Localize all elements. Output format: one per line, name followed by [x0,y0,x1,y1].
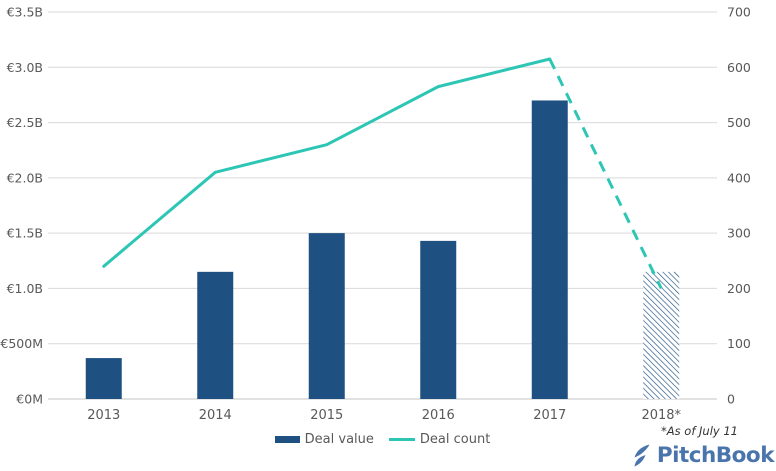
chart-legend: Deal value Deal count [48,433,717,446]
bar-2016 [420,240,457,399]
footnote-as-of-date: *As of July 11 [661,424,738,438]
y-axis-tick-left: €1.0B [7,281,43,296]
y-axis-tick-left: €1.5B [7,226,43,241]
legend-label-deal-value: Deal value [304,432,374,447]
y-axis-tick-left: €3.5B [7,5,43,20]
bar-2018 [643,271,680,399]
y-axis-tick-left: €500M [0,336,43,351]
x-axis-label: 2017 [533,408,566,423]
deal-count-line [102,57,552,268]
bar-2015 [308,233,345,399]
pitchbook-logo: PitchBook [630,443,775,469]
y-axis-tick-right: 700 [727,5,751,20]
y-axis-tick-right: 400 [727,170,751,185]
x-axis-label: 2016 [422,408,455,423]
y-axis-tick-left: €2.5B [7,115,43,130]
deal-count-line-dashed-segment [548,58,663,290]
x-axis-label: 2018* [641,408,681,423]
bar-2013 [85,358,122,399]
x-axis-label: 2013 [87,408,120,423]
bar-2017 [531,100,568,399]
bar-2014 [197,271,234,399]
y-axis-tick-right: 500 [727,115,751,130]
deal-count-swatch [388,438,415,441]
legend-item-deal-count: Deal count [388,432,491,447]
legend-label-deal-count: Deal count [419,432,491,447]
y-axis-tick-left: €2.0B [7,170,43,185]
x-axis-label: 2015 [310,408,343,423]
y-axis-tick-right: 200 [727,281,751,296]
y-axis-tick-right: 600 [727,60,751,75]
y-axis-tick-left: €3.0B [7,60,43,75]
x-axis-label: 2014 [199,408,232,423]
legend-item-deal-value: Deal value [274,432,374,447]
y-axis-tick-left: €0M [16,392,43,407]
deal-value-swatch [274,436,300,443]
pitchbook-logo-text: PitchBook [656,443,775,469]
y-axis-tick-right: 300 [727,226,751,241]
y-axis-tick-right: 0 [727,392,735,407]
y-axis-tick-right: 100 [727,336,751,351]
pitchbook-bird-icon [634,444,650,467]
